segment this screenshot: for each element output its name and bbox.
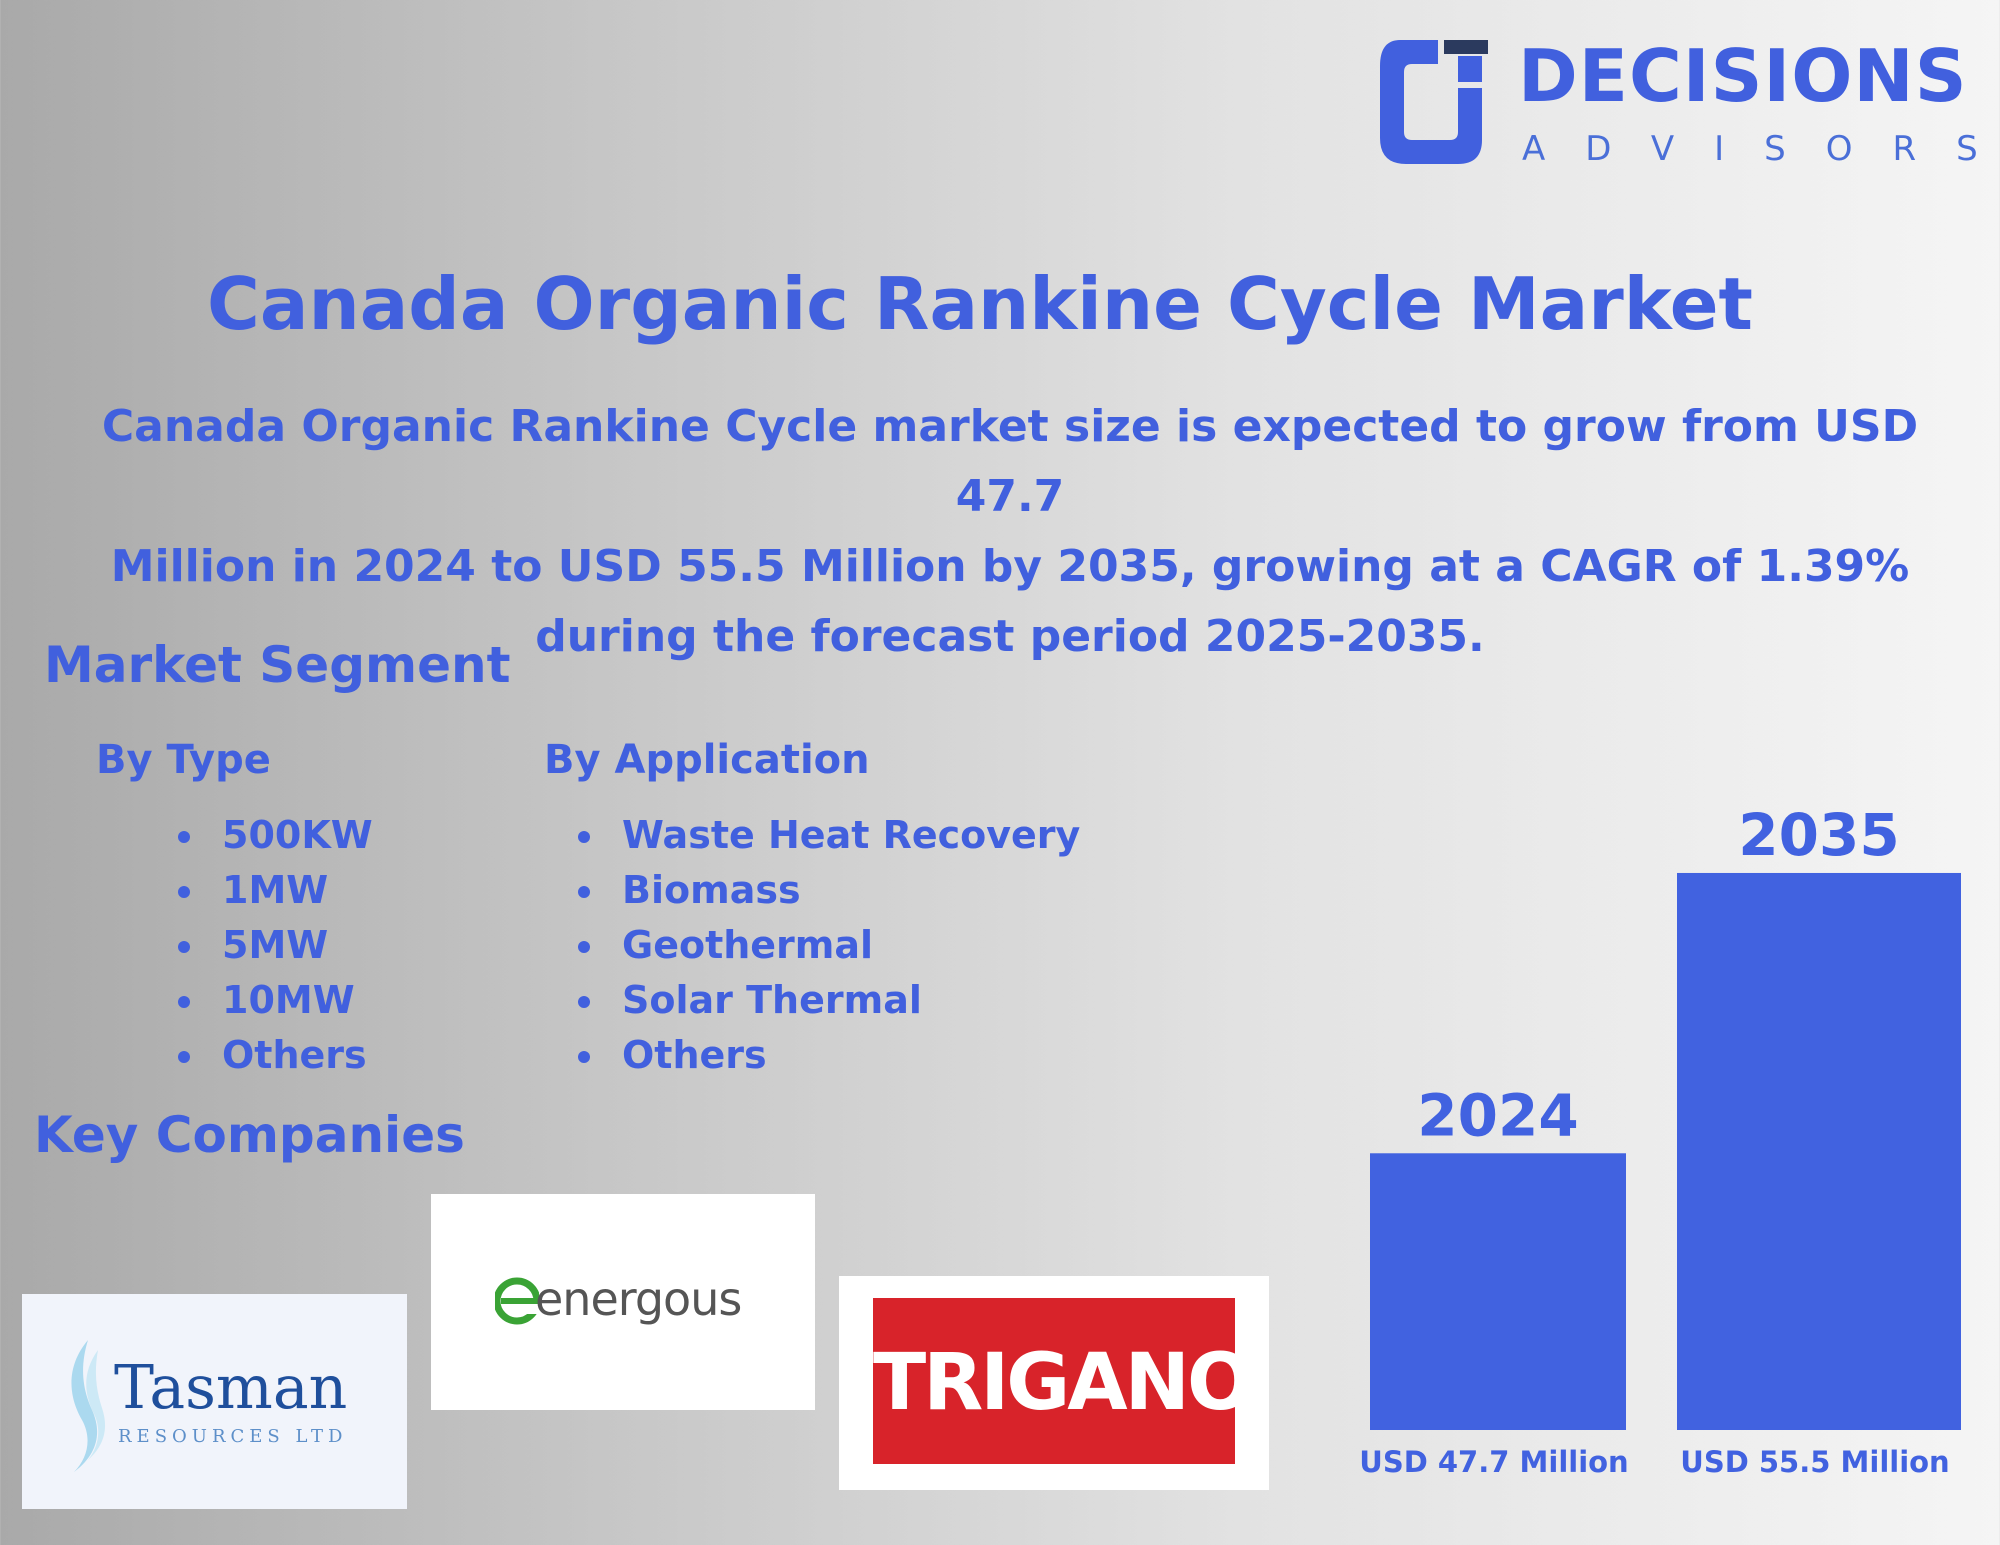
value-label: USD 47.7 Million (1359, 1445, 1628, 1479)
page-title: Canada Organic Rankine Cycle Market (207, 262, 1753, 346)
energous-name: energous (535, 1272, 742, 1326)
list-item: Biomass (578, 863, 1080, 918)
tasman-subtitle: RESOURCES LTD (118, 1426, 348, 1447)
market-size-chart: 2024 USD 47.7 Million 2035 USD 55.5 Million (1359, 801, 1961, 1479)
summary-line-2: Million in 2024 to USD 55.5 Million by 2… (110, 541, 1910, 592)
list-item: 10MW (178, 973, 373, 1028)
list-item: 5MW (178, 918, 373, 973)
application-list: Waste Heat Recovery Biomass Geothermal S… (578, 808, 1080, 1083)
market-summary: Canada Organic Rankine Cycle market size… (60, 392, 1960, 672)
category-label: 2035 (1738, 801, 1899, 869)
tasman-logo: Tasman RESOURCES LTD (22, 1294, 407, 1509)
list-item: Others (178, 1028, 373, 1083)
brand-mark-icon (1380, 40, 1488, 164)
decisions-advisors-logo: DECISIONS ADVISORS (1380, 36, 1978, 176)
by-type-heading: By Type (96, 737, 271, 783)
trigano-name: TRIGANO (873, 1338, 1253, 1428)
trigano-plate: TRIGANO (873, 1298, 1253, 1464)
list-item: Geothermal (578, 918, 1080, 973)
list-item: 500KW (178, 808, 373, 863)
market-segment-heading: Market Segment (44, 636, 511, 694)
tasman-name: Tasman (114, 1353, 348, 1423)
list-item: Waste Heat Recovery (578, 808, 1080, 863)
type-list: 500KW 1MW 5MW 10MW Others (178, 808, 373, 1083)
trigano-logo: TRIGANO (839, 1276, 1269, 1490)
summary-line-3: during the forecast period 2025-2035. (535, 611, 1485, 662)
value-label: USD 55.5 Million (1680, 1445, 1949, 1479)
bar-2024 (1370, 1153, 1626, 1430)
list-item: 1MW (178, 863, 373, 918)
bar-2035 (1677, 872, 1961, 1430)
list-item: Solar Thermal (578, 973, 1080, 1028)
brand-tagline: ADVISORS (1522, 129, 2000, 169)
category-label: 2024 (1417, 1081, 1578, 1149)
energous-logo: energous (431, 1194, 815, 1410)
tasman-swoosh-icon (71, 1340, 106, 1472)
by-application-heading: By Application (544, 737, 870, 783)
list-item: Others (578, 1028, 1080, 1083)
energous-e-icon (495, 1277, 539, 1325)
brand-name: DECISIONS (1518, 34, 1968, 118)
summary-line-1: Canada Organic Rankine Cycle market size… (101, 401, 1919, 522)
key-companies-heading: Key Companies (34, 1106, 465, 1164)
